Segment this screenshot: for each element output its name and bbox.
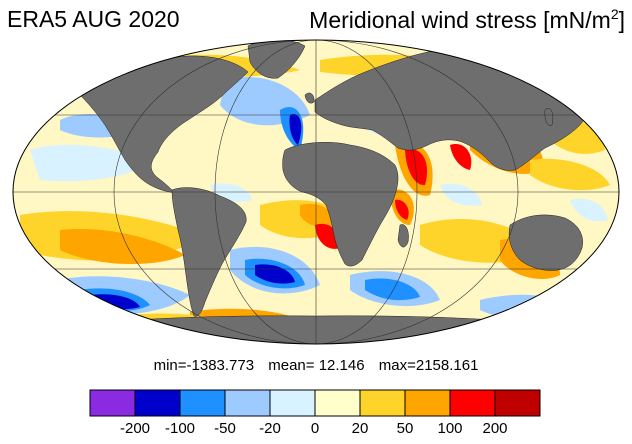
colorbar-swatch bbox=[359, 389, 406, 417]
colorbar-swatch bbox=[179, 389, 226, 417]
map-variable-title: Meridional wind stress [mN/m2] bbox=[309, 6, 625, 34]
graticule bbox=[13, 40, 619, 344]
unit-close-bracket: ] bbox=[618, 7, 625, 33]
colorbar-swatch bbox=[494, 389, 541, 417]
colorbar-tick-label: -200 bbox=[119, 420, 151, 437]
colorbar-swatch bbox=[134, 389, 181, 417]
colorbar-swatch bbox=[449, 389, 496, 417]
japan-land bbox=[544, 108, 554, 126]
north-america-land bbox=[79, 55, 249, 194]
colorbar-tick-label: 20 bbox=[351, 420, 369, 437]
stat-mean: mean= 12.146 bbox=[268, 357, 365, 374]
unit-exponent: 2 bbox=[610, 6, 619, 22]
colorbar-tick-label: 0 bbox=[310, 420, 320, 437]
colorbar-tick-label: -20 bbox=[259, 420, 281, 437]
madagascar-land bbox=[397, 224, 409, 248]
colorbar-swatch bbox=[89, 389, 136, 417]
australia-land bbox=[508, 214, 583, 271]
field-statistics: min=-1383.773 mean= 12.146 max=2158.161 bbox=[0, 357, 632, 374]
colorbar-swatch bbox=[404, 389, 451, 417]
colorbar-tick-label: 200 bbox=[482, 420, 508, 437]
africa-land bbox=[282, 142, 399, 267]
stat-max: max=2158.161 bbox=[378, 357, 479, 374]
colorbar-swatch bbox=[314, 389, 361, 417]
variable-name: Meridional wind stress [mN/m bbox=[309, 7, 611, 33]
map-outline bbox=[12, 39, 620, 345]
british-isles-land bbox=[304, 92, 315, 104]
colorbar-tick-label: 50 bbox=[396, 420, 414, 437]
map-title: ERA5 AUG 2020 bbox=[7, 6, 180, 32]
colorbar-tick-label: -50 bbox=[214, 420, 236, 437]
south-america-land bbox=[171, 187, 247, 317]
colorbar-swatch bbox=[269, 389, 316, 417]
colorbar-tick-label: 100 bbox=[437, 420, 463, 437]
colorbar-swatch bbox=[224, 389, 271, 417]
colorbar-tick-label: -100 bbox=[164, 420, 196, 437]
stat-min: min=-1383.773 bbox=[153, 357, 255, 374]
